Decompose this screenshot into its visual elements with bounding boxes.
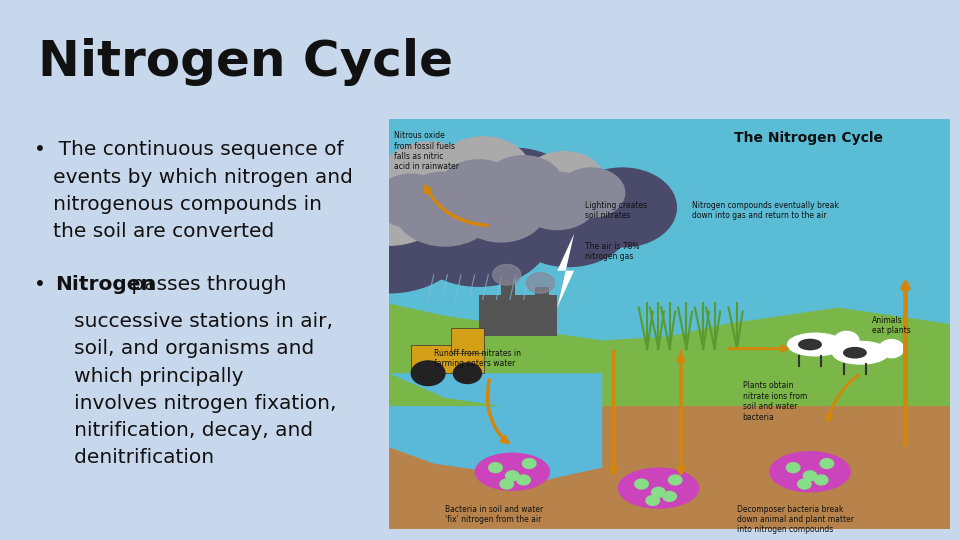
FancyBboxPatch shape xyxy=(479,295,557,336)
Circle shape xyxy=(402,161,510,240)
Circle shape xyxy=(411,361,445,386)
FancyBboxPatch shape xyxy=(535,287,549,303)
Circle shape xyxy=(820,458,833,469)
Circle shape xyxy=(380,155,506,247)
Circle shape xyxy=(453,363,482,383)
Text: Animals
eat plants: Animals eat plants xyxy=(872,316,910,335)
Circle shape xyxy=(328,157,449,245)
Text: Bacteria in soil and water
'fix' nitrogen from the air: Bacteria in soil and water 'fix' nitroge… xyxy=(445,504,543,524)
Text: Plants obtain
nitrate ions from
soil and water
bacteria: Plants obtain nitrate ions from soil and… xyxy=(743,381,807,422)
Circle shape xyxy=(308,174,469,293)
Circle shape xyxy=(879,340,903,357)
FancyBboxPatch shape xyxy=(501,279,516,303)
Circle shape xyxy=(492,265,520,285)
Circle shape xyxy=(489,463,502,472)
Text: The Nitrogen Cycle: The Nitrogen Cycle xyxy=(734,131,883,145)
Circle shape xyxy=(526,273,555,293)
Circle shape xyxy=(662,491,677,501)
Polygon shape xyxy=(389,406,950,529)
Circle shape xyxy=(652,487,665,497)
Text: Decomposer bacteria break
down animal and plant matter
into nitrogen compounds: Decomposer bacteria break down animal an… xyxy=(737,504,854,535)
Polygon shape xyxy=(557,234,574,308)
Text: Nitrogen: Nitrogen xyxy=(55,275,155,294)
Text: Nitrogen Cycle: Nitrogen Cycle xyxy=(38,38,453,86)
Circle shape xyxy=(476,157,571,226)
Circle shape xyxy=(506,471,519,481)
Text: The air is 78%
nitrogen gas: The air is 78% nitrogen gas xyxy=(586,242,640,261)
Circle shape xyxy=(516,475,530,485)
Text: •  The continuous sequence of
   events by which nitrogen and
   nitrogenous com: • The continuous sequence of events by w… xyxy=(34,140,352,241)
Text: Nitrous oxide
from fossil fuels
falls as nitric
acid in rainwater: Nitrous oxide from fossil fuels falls as… xyxy=(395,131,460,171)
Polygon shape xyxy=(389,303,950,406)
Circle shape xyxy=(436,137,530,206)
Ellipse shape xyxy=(770,452,851,492)
Ellipse shape xyxy=(475,453,549,490)
Ellipse shape xyxy=(787,333,844,356)
Circle shape xyxy=(407,181,550,286)
Text: passes through: passes through xyxy=(125,275,286,294)
Circle shape xyxy=(635,479,648,489)
Circle shape xyxy=(834,332,859,349)
FancyBboxPatch shape xyxy=(411,345,484,373)
Circle shape xyxy=(456,176,546,242)
Text: Runoff from nitrates in
farming enters water: Runoff from nitrates in farming enters w… xyxy=(434,349,520,368)
Ellipse shape xyxy=(844,348,866,358)
Circle shape xyxy=(395,172,495,246)
Circle shape xyxy=(646,496,660,505)
Polygon shape xyxy=(389,406,602,480)
FancyBboxPatch shape xyxy=(450,328,484,353)
Ellipse shape xyxy=(832,341,889,364)
Circle shape xyxy=(374,174,447,227)
Circle shape xyxy=(304,159,393,223)
Ellipse shape xyxy=(799,339,821,350)
Circle shape xyxy=(523,152,605,211)
Circle shape xyxy=(814,475,828,485)
Circle shape xyxy=(452,148,578,240)
Circle shape xyxy=(786,463,800,472)
Text: Nitrogen compounds eventually break
down into gas and return to the air: Nitrogen compounds eventually break down… xyxy=(692,201,839,220)
Circle shape xyxy=(804,471,817,481)
Text: •: • xyxy=(34,275,45,294)
Circle shape xyxy=(518,172,596,229)
Polygon shape xyxy=(389,119,950,373)
Circle shape xyxy=(382,142,476,211)
Circle shape xyxy=(568,168,677,247)
Circle shape xyxy=(557,168,625,217)
Circle shape xyxy=(484,156,563,213)
Circle shape xyxy=(276,178,394,264)
Ellipse shape xyxy=(618,468,699,508)
Text: successive stations in air,
   soil, and organisms and
   which principally
   i: successive stations in air, soil, and or… xyxy=(55,312,336,467)
Circle shape xyxy=(798,479,811,489)
Circle shape xyxy=(522,458,536,469)
Circle shape xyxy=(440,160,518,217)
Circle shape xyxy=(668,475,682,485)
Circle shape xyxy=(500,479,514,489)
Text: Lighting creates
soil nitrates: Lighting creates soil nitrates xyxy=(586,201,647,220)
Polygon shape xyxy=(389,373,602,414)
Circle shape xyxy=(506,174,632,267)
